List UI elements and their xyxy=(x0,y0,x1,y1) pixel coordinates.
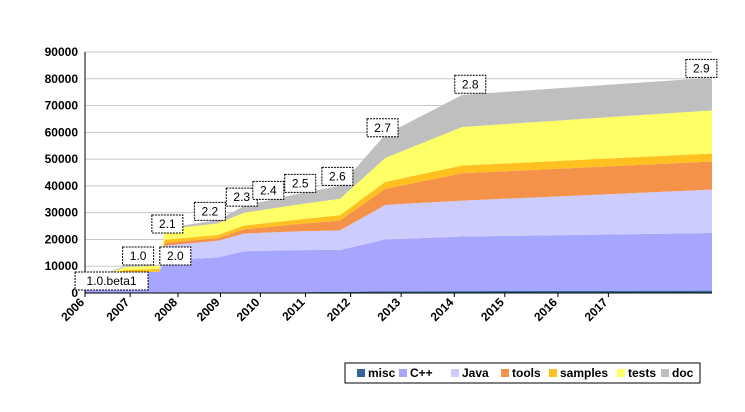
version-label-2.2: 2.2 xyxy=(193,201,226,221)
legend-swatch-C++ xyxy=(399,369,407,377)
x-tick-label: 2017 xyxy=(582,295,611,324)
x-tick-label: 2011 xyxy=(279,295,308,324)
version-label-text: 2.7 xyxy=(374,121,391,135)
version-label-box xyxy=(284,173,317,193)
version-label-text: 2.8 xyxy=(462,77,479,91)
version-label-text: 2.5 xyxy=(292,176,309,190)
version-label-1.0: 1.0 xyxy=(122,246,155,266)
area-tools xyxy=(85,161,712,286)
y-tick-label: 30000 xyxy=(45,206,79,220)
legend-swatch-tests xyxy=(617,369,625,377)
legend: misc C++ Java tools samples tests doc xyxy=(344,362,701,384)
area-samples xyxy=(85,153,712,286)
legend-swatch-misc xyxy=(357,369,365,377)
legend-label-tools: tools xyxy=(512,366,541,380)
version-label-box xyxy=(454,74,487,94)
version-label-text: 1.0 xyxy=(130,249,147,263)
x-tick-label: 2009 xyxy=(194,295,223,324)
version-label-2.5: 2.5 xyxy=(284,173,317,193)
x-tick-label: 2013 xyxy=(374,295,403,324)
version-label-2.4: 2.4 xyxy=(252,180,285,200)
y-tick-label: 80000 xyxy=(45,72,79,86)
version-label-2.7: 2.7 xyxy=(366,118,399,138)
version-label-text: 2.4 xyxy=(260,183,277,197)
area-series xyxy=(85,77,712,293)
legend-swatch-doc xyxy=(661,369,669,377)
version-label-box xyxy=(151,214,184,234)
version-label-2.8: 2.8 xyxy=(454,74,487,94)
x-tick-label: 2007 xyxy=(104,295,133,324)
area-Java xyxy=(85,189,712,286)
version-label-2.9: 2.9 xyxy=(685,58,718,78)
y-tick-label: 10000 xyxy=(45,259,79,273)
version-label-box xyxy=(252,180,285,200)
legend-swatch-Java xyxy=(451,369,459,377)
version-label-text: 2.0 xyxy=(167,249,184,263)
legend-swatch-samples xyxy=(549,369,557,377)
version-label-text: 2.2 xyxy=(202,204,219,218)
version-label-text: 2.6 xyxy=(329,169,346,183)
version-label-box xyxy=(159,246,192,266)
y-tick-label: 20000 xyxy=(45,232,79,246)
y-tick-label: 90000 xyxy=(45,45,79,59)
version-label-box xyxy=(685,58,718,78)
x-tick-label: 2016 xyxy=(531,295,560,324)
area-tests xyxy=(85,110,712,284)
version-label-box xyxy=(366,118,399,138)
legend-label-samples: samples xyxy=(560,366,608,380)
x-tick-label: 2010 xyxy=(234,295,263,324)
x-tick-label: 2014 xyxy=(428,295,457,324)
legend-label-misc: misc xyxy=(368,366,396,380)
x-tick-label: 2006 xyxy=(58,295,87,324)
version-label-2.0: 2.0 xyxy=(159,246,192,266)
version-label-box xyxy=(321,166,354,186)
x-tick-label: 2012 xyxy=(324,295,353,324)
version-label-2.6: 2.6 xyxy=(321,166,354,186)
legend-label-tests: tests xyxy=(628,366,656,380)
version-label-text: 2.9 xyxy=(693,61,710,75)
area-doc xyxy=(85,77,712,284)
version-label-box xyxy=(122,246,155,266)
legend-frame xyxy=(344,362,701,384)
x-tick-label: 2015 xyxy=(478,295,507,324)
version-label-1.0.beta1: 1.0.beta1 xyxy=(74,271,149,291)
version-label-text: 1.0.beta1 xyxy=(87,274,137,288)
legend-label-C++: C++ xyxy=(410,366,433,380)
y-tick-label: 40000 xyxy=(45,179,79,193)
version-label-2.1: 2.1 xyxy=(151,214,184,234)
y-tick-label: 0 xyxy=(71,286,78,300)
y-tick-label: 70000 xyxy=(45,99,79,113)
y-tick-label: 50000 xyxy=(45,152,79,166)
legend-label-doc: doc xyxy=(672,366,694,380)
legend-label-Java: Java xyxy=(462,366,489,380)
legend-swatch-tools xyxy=(501,369,509,377)
version-label-text: 2.3 xyxy=(233,190,250,204)
version-labels: 1.0.beta1 1.0 2.0 2.1 2.2 2.3 2.4 2.5 2.6 2.7 2.8 2… xyxy=(74,58,718,291)
version-label-box xyxy=(193,201,226,221)
version-label-box xyxy=(74,271,149,291)
version-label-text: 2.1 xyxy=(159,217,176,231)
area-C++ xyxy=(85,233,712,293)
y-tick-label: 60000 xyxy=(45,125,79,139)
area-misc xyxy=(85,290,712,293)
x-tick-label: 2008 xyxy=(151,295,180,324)
